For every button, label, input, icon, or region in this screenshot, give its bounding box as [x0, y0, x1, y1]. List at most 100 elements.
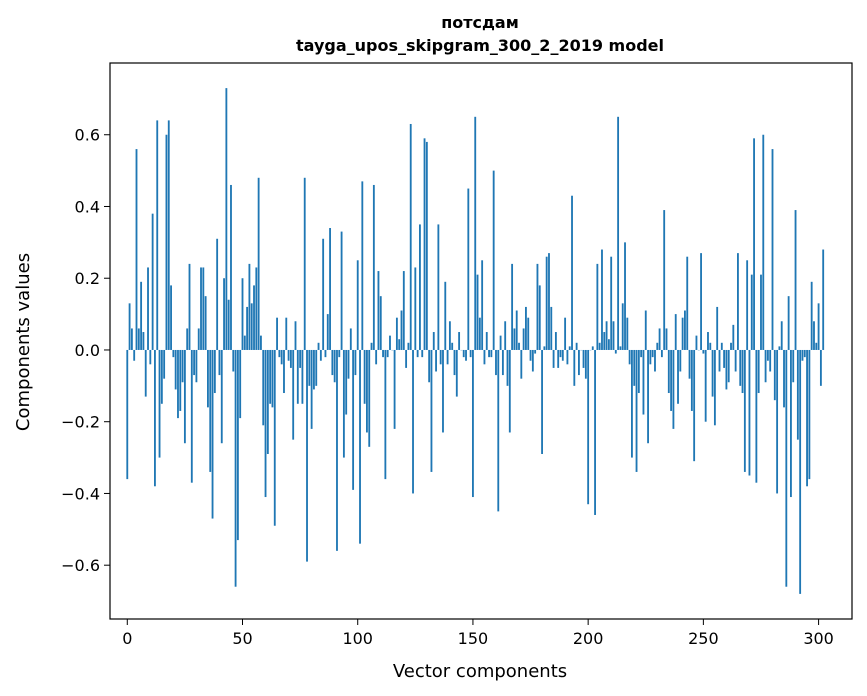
- bar: [260, 335, 262, 350]
- bar: [398, 339, 401, 350]
- bar: [285, 317, 288, 350]
- bar: [718, 349, 721, 372]
- bar: [776, 349, 779, 494]
- bar: [315, 349, 318, 386]
- bar: [276, 317, 278, 350]
- bar: [598, 342, 601, 350]
- bar: [147, 267, 149, 350]
- bar: [522, 328, 525, 350]
- bar: [808, 349, 811, 480]
- bar: [670, 349, 673, 411]
- bar: [746, 260, 749, 350]
- bar: [241, 278, 244, 350]
- bar: [253, 285, 255, 350]
- bar: [582, 349, 585, 368]
- bar: [266, 349, 269, 454]
- bar: [140, 281, 143, 350]
- bar: [419, 224, 421, 350]
- bar: [607, 339, 610, 350]
- bar: [769, 349, 772, 372]
- bar: [651, 349, 654, 358]
- bar: [739, 349, 742, 386]
- bar: [465, 349, 467, 361]
- bar: [771, 149, 774, 350]
- bar: [813, 321, 815, 350]
- bar: [283, 349, 285, 394]
- bar: [656, 342, 659, 350]
- bar: [232, 349, 235, 372]
- y-tick-label: −0.6: [61, 556, 100, 575]
- bar: [227, 299, 230, 350]
- bar: [230, 184, 232, 350]
- x-tick-label: 100: [342, 629, 373, 648]
- bar: [561, 349, 564, 361]
- bar: [520, 349, 523, 379]
- bar: [672, 349, 675, 429]
- bar: [780, 321, 783, 350]
- bar: [796, 349, 799, 440]
- x-axis-label: Vector components: [393, 661, 567, 682]
- bar: [250, 303, 253, 350]
- bar: [707, 332, 709, 350]
- bar: [601, 249, 603, 350]
- bar: [541, 349, 543, 454]
- bar: [444, 281, 447, 350]
- bar: [442, 349, 444, 433]
- y-tick-label: −0.2: [61, 413, 100, 432]
- bar: [352, 349, 355, 490]
- x-axis-ticks: 0 50 100 150 200 250 300: [122, 619, 834, 648]
- bar: [223, 278, 225, 350]
- bar: [439, 349, 442, 365]
- bar: [156, 120, 159, 350]
- bar: [407, 342, 410, 350]
- bar: [550, 306, 553, 350]
- bar: [211, 349, 214, 519]
- bar: [395, 317, 398, 350]
- bar: [677, 349, 679, 404]
- bar: [292, 349, 295, 440]
- bar: [255, 267, 258, 350]
- bar: [785, 349, 788, 587]
- bar: [806, 349, 808, 487]
- bar: [306, 349, 308, 562]
- bar: [400, 310, 403, 350]
- bar: [356, 260, 359, 350]
- bar: [202, 267, 205, 350]
- bar: [492, 170, 495, 350]
- bar: [734, 349, 737, 372]
- bar: [289, 349, 292, 368]
- bar: [239, 349, 242, 419]
- bar: [154, 349, 156, 487]
- bar: [750, 274, 753, 350]
- bar: [709, 342, 712, 350]
- bar: [504, 321, 507, 350]
- bar: [614, 349, 617, 354]
- bar: [649, 349, 652, 365]
- y-tick-label: 0.4: [75, 197, 100, 216]
- y-axis-label: Components values: [13, 253, 34, 431]
- bar: [329, 228, 331, 350]
- bar: [527, 317, 530, 350]
- bar: [264, 349, 267, 498]
- bar: [389, 335, 391, 350]
- bar: [448, 321, 451, 350]
- bar: [296, 349, 299, 404]
- bar: [810, 281, 813, 350]
- bar: [557, 349, 560, 368]
- bar: [467, 188, 470, 350]
- bar: [753, 138, 755, 350]
- bar: [172, 349, 175, 358]
- bar: [483, 349, 486, 365]
- bar: [633, 349, 636, 386]
- bar: [273, 349, 276, 526]
- bar: [700, 253, 702, 350]
- y-tick-label: 0.6: [75, 126, 100, 145]
- bars-group: [126, 88, 825, 594]
- bar: [506, 349, 509, 386]
- bar: [566, 349, 569, 365]
- bar: [151, 213, 154, 350]
- bar: [497, 349, 500, 512]
- bar: [181, 349, 184, 383]
- bar: [679, 349, 682, 372]
- bar: [621, 303, 624, 350]
